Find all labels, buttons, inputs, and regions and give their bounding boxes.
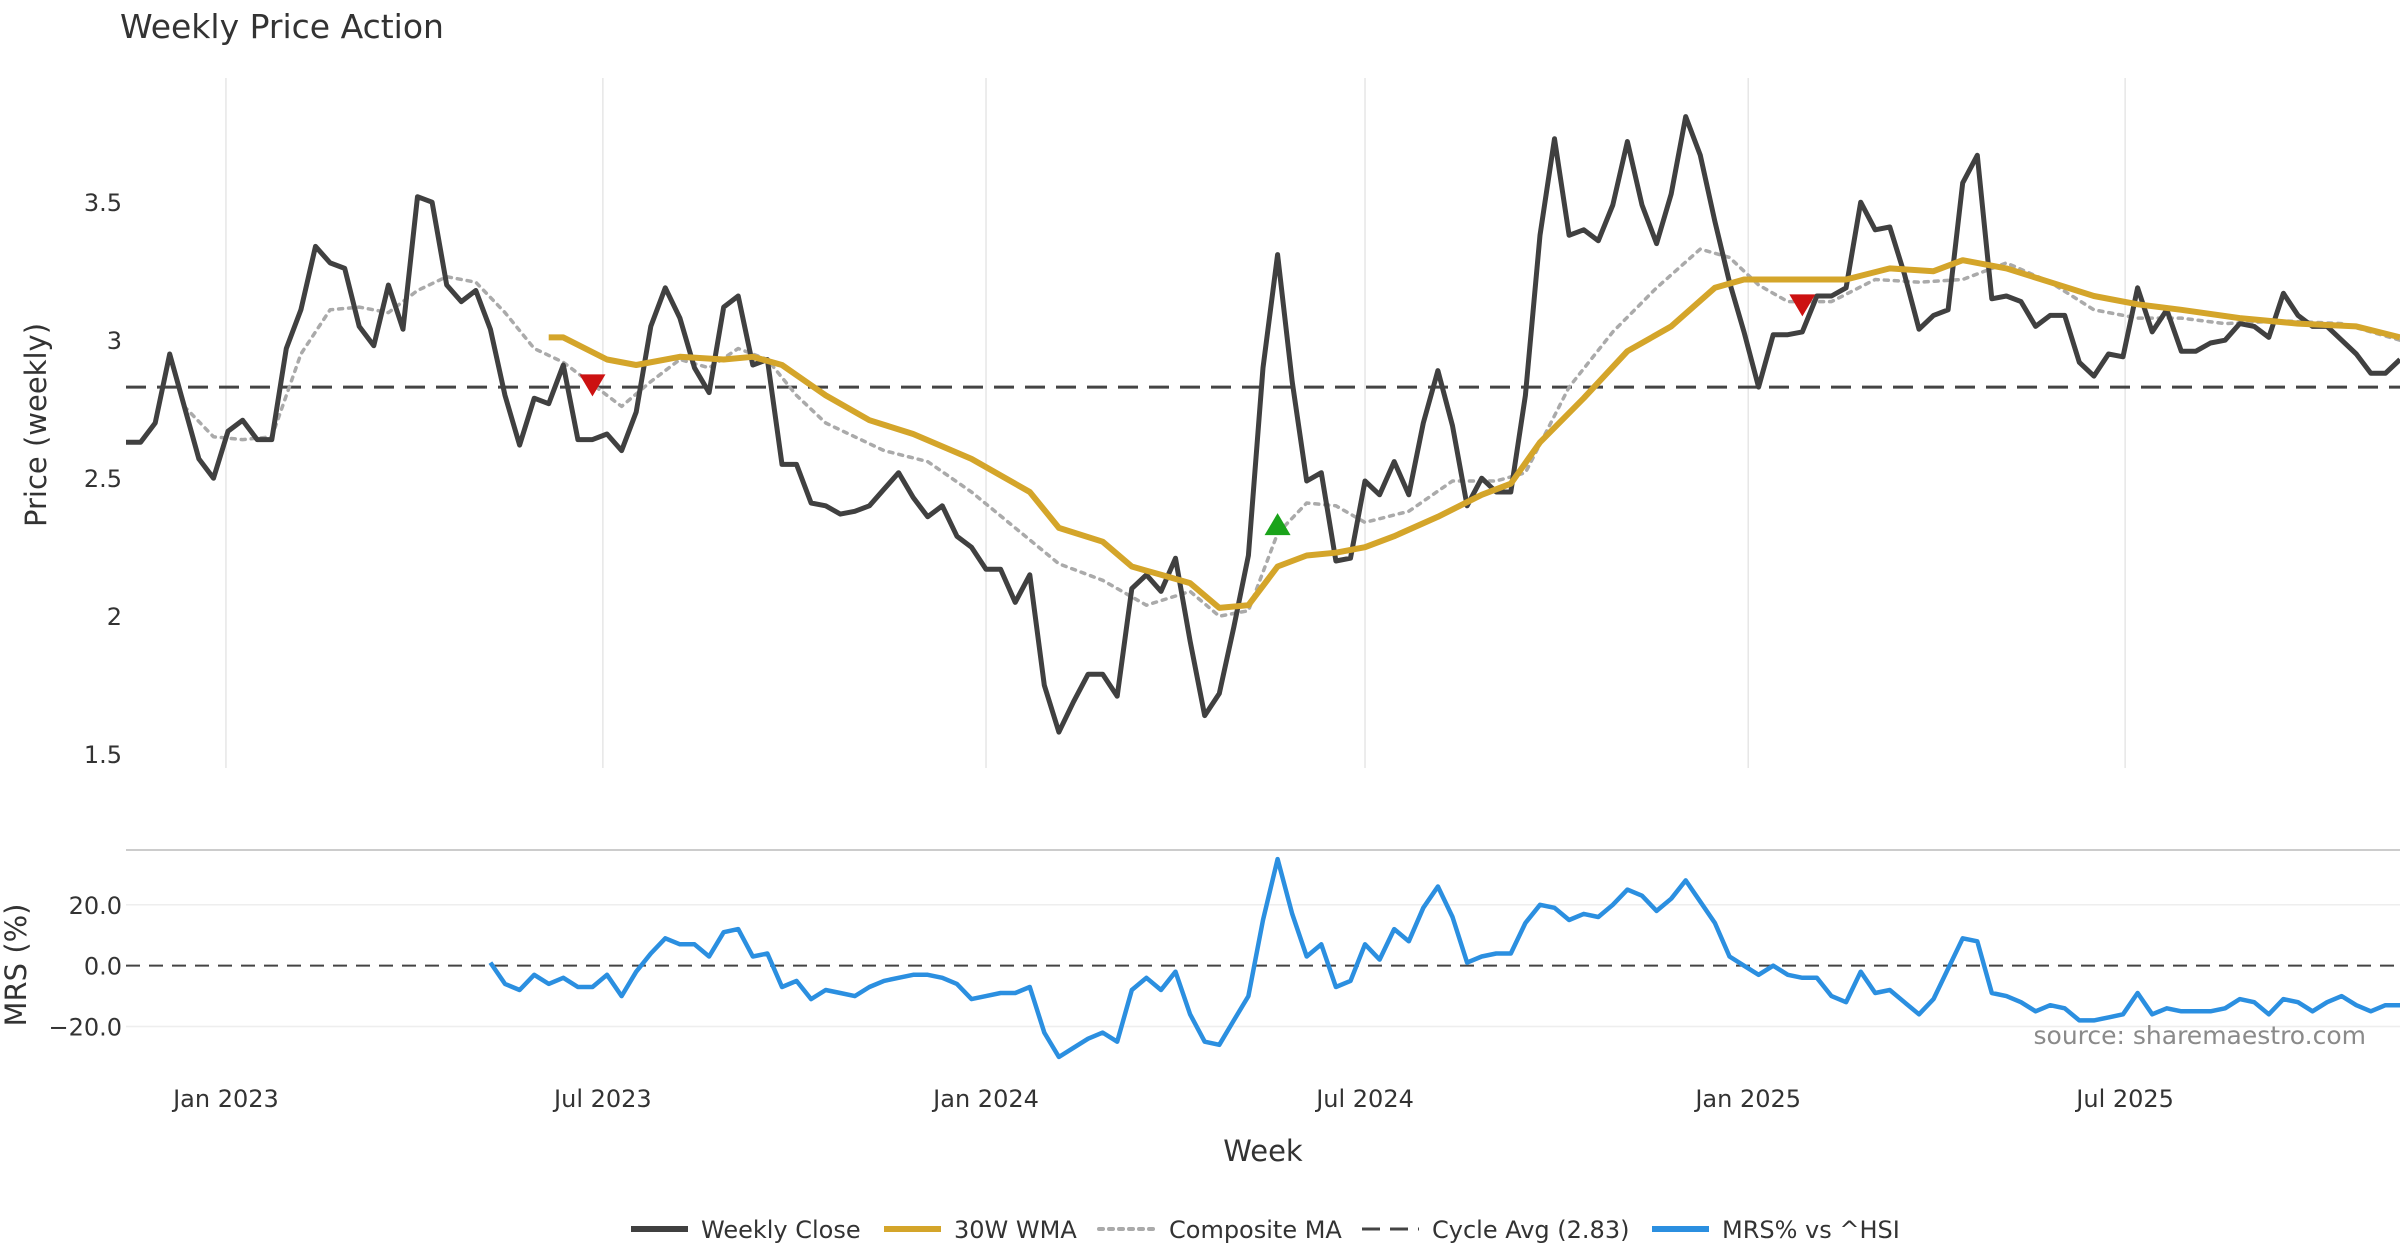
mrs-panel: −20.0 0.0 20.0 MRS (%) source: sharemaestr… [0, 856, 2400, 1060]
series-close-line [126, 114, 2400, 735]
price-series [126, 114, 2400, 735]
x-tick-label: Jan 2023 [171, 1085, 279, 1113]
mrs-y-ticks: −20.0 0.0 20.0 [48, 892, 122, 1042]
legend-label-composite: Composite MA [1169, 1216, 1342, 1244]
price-y-tick-label: 2 [107, 603, 122, 631]
legend-label-cycle: Cycle Avg (2.83) [1432, 1216, 1629, 1244]
series-mrs-line [488, 856, 2400, 1060]
signal-markers [579, 294, 1816, 536]
legend-label-close: Weekly Close [701, 1216, 861, 1244]
price-y-tick-label: 2.5 [84, 465, 122, 493]
series-wma-line [548, 257, 2400, 611]
x-tick-label: Jul 2024 [1314, 1085, 1414, 1113]
mrs-y-tick-label: 20.0 [69, 892, 122, 920]
x-axis-label: Week [1223, 1134, 1303, 1168]
price-gridlines [225, 78, 2126, 768]
source-attribution: source: sharemaestro.com [2034, 1021, 2367, 1050]
price-y-tick-label: 1.5 [84, 741, 122, 769]
price-y-axis-label: Price (weekly) [19, 323, 53, 527]
price-y-tick-label: 3.5 [84, 189, 122, 217]
price-y-ticks: 1.5 2 2.5 3 3.5 [84, 189, 122, 769]
chart-title: Weekly Price Action [120, 7, 444, 46]
x-tick-label: Jan 2024 [931, 1085, 1039, 1113]
buy-signal-marker [1264, 513, 1291, 536]
legend-label-mrs: MRS% vs ^HSI [1722, 1216, 1900, 1244]
x-tick-label: Jan 2025 [1693, 1085, 1801, 1113]
price-panel: 1.5 2 2.5 3 3.5 Price (weekly) [19, 78, 2400, 769]
mrs-y-axis-label: MRS (%) [0, 904, 33, 1027]
x-tick-label: Jul 2025 [2074, 1085, 2174, 1113]
legend-label-wma: 30W WMA [954, 1216, 1077, 1244]
sell-signal-marker [1789, 294, 1816, 317]
x-axis-ticks: Jan 2023 Jul 2023 Jan 2024 Jul 2024 Jan 2025… [171, 1085, 2174, 1113]
price-y-tick-label: 3 [107, 327, 122, 355]
mrs-y-tick-label: 0.0 [84, 953, 122, 981]
mrs-series [488, 856, 2400, 1060]
mrs-y-tick-label: −20.0 [48, 1014, 122, 1042]
x-tick-label: Jul 2023 [552, 1085, 652, 1113]
legend: Weekly Close 30W WMA Composite MA Cycle Avg… [631, 1216, 1900, 1244]
sell-signal-marker [579, 374, 606, 397]
mrs-gridlines [126, 904, 2400, 1028]
